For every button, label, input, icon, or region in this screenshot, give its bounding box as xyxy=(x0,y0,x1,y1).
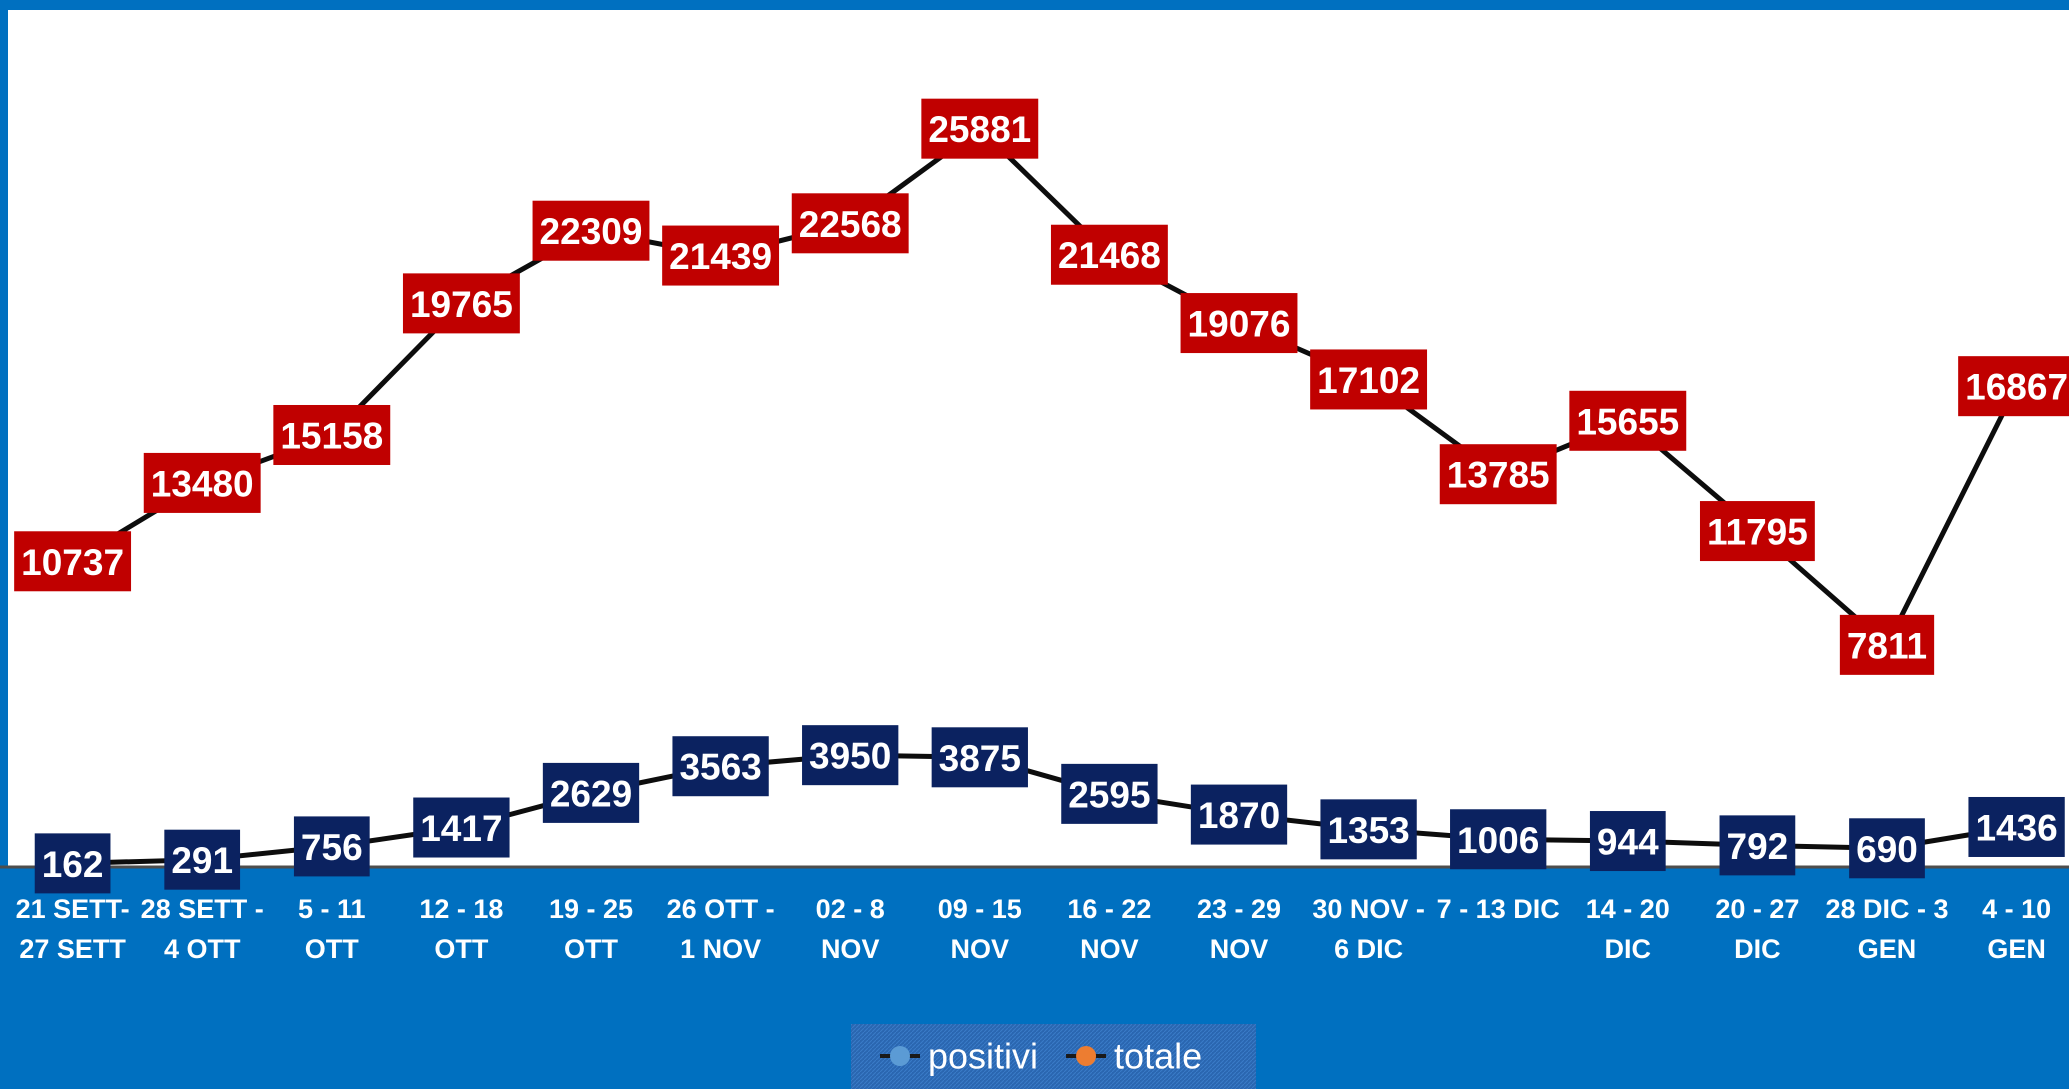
x-tick-label: 12 - 18 OTT xyxy=(419,894,503,964)
x-tick-label: 19 - 25 OTT xyxy=(549,894,633,964)
data-label-box xyxy=(164,829,241,890)
data-label: 21439 xyxy=(669,236,772,277)
data-label-box xyxy=(402,273,520,334)
data-label: 792 xyxy=(1727,826,1789,867)
data-label: 1006 xyxy=(1457,820,1539,861)
data-label: 1870 xyxy=(1198,795,1280,836)
data-label: 3950 xyxy=(809,736,891,777)
legend-marker xyxy=(1076,1046,1097,1066)
data-label: 17102 xyxy=(1317,360,1420,401)
data-label-box xyxy=(791,193,909,254)
x-tick-label: 21 SETT-27 SETT xyxy=(16,894,130,964)
data-label-box xyxy=(662,225,780,286)
legend-marker xyxy=(890,1046,910,1066)
x-tick-label: 5 - 11 OTT xyxy=(298,894,366,964)
x-tick-label: 26 OTT -1 NOV xyxy=(667,894,775,964)
data-label-box xyxy=(532,200,650,261)
data-label: 11795 xyxy=(1707,512,1808,553)
data-label-box xyxy=(273,404,391,465)
x-tick-label: 09 - 15 NOV xyxy=(938,894,1022,964)
data-label-box xyxy=(1968,796,2065,857)
data-label: 7811 xyxy=(1847,625,1927,666)
data-label-box xyxy=(921,98,1039,159)
data-label: 13480 xyxy=(151,463,254,504)
x-tick-label: 16 - 22 NOV xyxy=(1067,894,1151,964)
data-label: 21468 xyxy=(1058,235,1161,276)
data-label-box xyxy=(1310,349,1428,410)
x-tick-label: 30 NOV -6 DIC xyxy=(1312,894,1425,964)
data-label: 15158 xyxy=(280,415,383,456)
legend-label: totale xyxy=(1114,1036,1202,1077)
data-label: 2595 xyxy=(1068,774,1150,815)
x-tick-label: 14 - 20 DIC xyxy=(1586,894,1670,964)
x-tick-label: 7 - 13 DIC xyxy=(1437,894,1560,924)
data-label-box xyxy=(1450,809,1547,870)
x-tick-label: 23 - 29 NOV xyxy=(1197,894,1281,964)
data-label-box xyxy=(1320,799,1417,860)
data-label-box xyxy=(1439,444,1557,505)
frame-left xyxy=(0,0,8,870)
x-tick-label: 28 SETT -4 OTT xyxy=(141,894,264,964)
data-label-box xyxy=(1569,390,1687,451)
data-label-box xyxy=(143,452,261,513)
data-label: 13785 xyxy=(1447,455,1550,496)
data-label-box xyxy=(1589,811,1666,872)
x-tick-label: 02 - 8 NOV xyxy=(816,894,885,964)
data-label: 15655 xyxy=(1576,401,1679,442)
data-label-box xyxy=(1699,501,1815,562)
data-label-box xyxy=(1839,614,1935,675)
data-label: 756 xyxy=(301,827,363,868)
legend: positivi totale xyxy=(880,1036,1202,1077)
data-label-box xyxy=(1719,815,1796,876)
series-line xyxy=(71,125,2019,649)
data-label-box xyxy=(1958,356,2069,417)
series-line xyxy=(72,752,2018,866)
data-label-box xyxy=(1050,224,1168,285)
data-label: 19076 xyxy=(1188,304,1291,345)
data-label: 10737 xyxy=(21,542,124,583)
data-label-box xyxy=(1061,763,1158,824)
data-label: 944 xyxy=(1597,822,1659,863)
x-tick-label: 4 - 10 GEN xyxy=(1982,894,2051,964)
data-label: 291 xyxy=(171,840,233,881)
data-label: 16867 xyxy=(1965,367,2068,408)
data-label: 1436 xyxy=(1975,807,2057,848)
data-label: 19765 xyxy=(410,284,513,325)
data-label-box xyxy=(1190,784,1288,845)
data-label-box xyxy=(34,833,111,894)
data-label-box xyxy=(802,725,899,786)
data-label-box xyxy=(931,727,1028,788)
data-label: 3875 xyxy=(939,738,1021,779)
x-tick-label: 28 DIC - 3 GEN xyxy=(1825,894,1948,964)
data-label-box xyxy=(672,736,769,797)
data-label: 22309 xyxy=(540,211,643,252)
data-label-box xyxy=(14,531,132,592)
data-label-box xyxy=(413,797,510,858)
data-label: 690 xyxy=(1856,829,1918,870)
data-label-box xyxy=(1849,818,1925,879)
legend-label: positivi xyxy=(928,1036,1038,1077)
x-tick-label: 20 - 27 DIC xyxy=(1715,894,1799,964)
data-label: 22568 xyxy=(799,204,902,245)
data-label: 2629 xyxy=(550,773,632,814)
data-label-box xyxy=(1180,293,1298,354)
data-label-box xyxy=(293,816,370,877)
data-label: 1353 xyxy=(1327,810,1409,851)
data-label: 25881 xyxy=(928,109,1031,150)
frame-top xyxy=(0,0,2069,10)
data-label: 162 xyxy=(42,844,104,885)
data-label: 3563 xyxy=(679,747,761,788)
data-label-box xyxy=(542,762,640,823)
data-label: 1417 xyxy=(420,808,502,849)
